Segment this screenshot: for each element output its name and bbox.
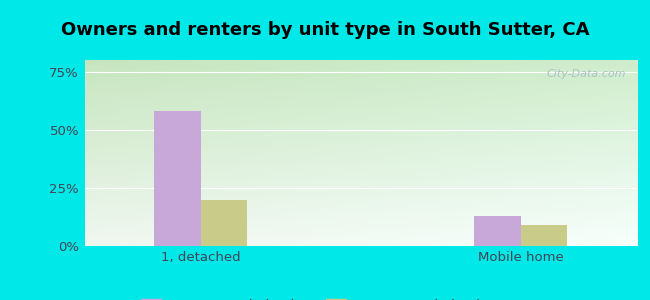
Legend: Owner occupied units, Renter occupied units: Owner occupied units, Renter occupied un… bbox=[136, 293, 497, 300]
Bar bbox=[154, 111, 201, 246]
Bar bbox=[201, 200, 248, 246]
Bar bbox=[521, 225, 567, 246]
Text: Owners and renters by unit type in South Sutter, CA: Owners and renters by unit type in South… bbox=[60, 21, 590, 39]
Text: City-Data.com: City-Data.com bbox=[547, 69, 626, 79]
Bar bbox=[474, 216, 521, 246]
